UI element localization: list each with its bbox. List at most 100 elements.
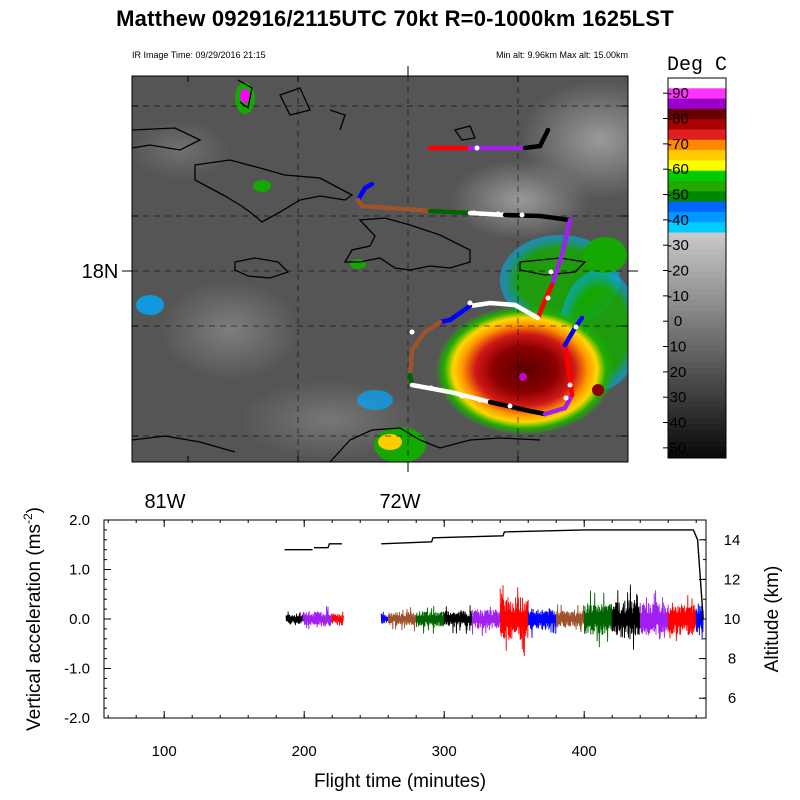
colorbar-gray-swatch <box>668 232 726 239</box>
y2-tick-label: 14 <box>724 532 741 549</box>
colorbar-gray-swatch <box>668 446 726 453</box>
colorbar-swatch <box>668 119 726 131</box>
colorbar-gray-swatch <box>668 311 726 318</box>
colorbar-swatch <box>668 98 726 110</box>
colorbar-tick-label: -90 <box>667 85 689 102</box>
acceleration-trace <box>555 604 585 633</box>
colorbar-gray-swatch <box>668 435 726 442</box>
colorbar-tick-label: -40 <box>667 212 689 229</box>
colorbar-gray-swatch <box>668 260 726 267</box>
acceleration-trace <box>667 595 697 642</box>
acceleration-trace <box>285 611 304 626</box>
lon-label-72w: 72W <box>379 491 420 513</box>
colorbar-gray-swatch <box>668 288 726 296</box>
colorbar-tick-label: -20 <box>667 263 689 280</box>
acceleration-trace <box>380 611 389 624</box>
colorbar-gray-swatch <box>668 407 726 414</box>
colorbar-swatch <box>668 191 726 203</box>
colorbar-tick-label: 40 <box>670 415 687 432</box>
x-axis-label: Flight time (minutes) <box>314 771 486 792</box>
colorbar-swatch <box>668 181 726 192</box>
y-axis-label: Vertical acceleration (ms-2) <box>21 507 45 731</box>
colorbar-swatch <box>668 160 726 172</box>
y-tick-label: 2.0 <box>69 512 90 529</box>
colorbar-gray-swatch <box>668 373 726 380</box>
colorbar-swatch <box>668 129 726 141</box>
colorbar-swatch <box>668 78 726 89</box>
ir-image-time: IR Image Time: 09/29/2016 21:15 <box>132 50 266 60</box>
colorbar-gray-swatch <box>668 452 726 459</box>
acceleration-trace <box>527 608 557 638</box>
acceleration-trace <box>387 607 417 632</box>
x-tick-label: 400 <box>572 743 597 760</box>
acceleration-trace <box>331 611 344 626</box>
coastlines <box>132 79 587 462</box>
y2-tick-label: 10 <box>724 611 741 628</box>
colorbar-gray-swatch <box>668 238 726 245</box>
colorbar-gray-swatch <box>668 356 726 363</box>
track-markers <box>409 145 579 409</box>
colorbar-gray-swatch <box>668 283 726 290</box>
x-tick-label: 200 <box>292 743 317 760</box>
colorbar-title: Deg C <box>667 54 727 77</box>
colorbar-gray-swatch <box>668 328 726 335</box>
colorbar-tick-label: 50 <box>670 440 687 457</box>
y2-tick-label: 12 <box>724 571 741 588</box>
colorbar-gray-swatch <box>668 266 726 273</box>
colorbar-gray-swatch <box>668 300 726 307</box>
altitude-line <box>314 543 342 549</box>
acceleration-trace <box>471 606 501 636</box>
colorbar-gray-swatch <box>668 255 726 262</box>
colorbar-gray-swatch <box>668 333 726 341</box>
colorbar-tick-label: 30 <box>670 389 687 406</box>
colorbar-gray-swatch <box>668 418 726 425</box>
colorbar-swatch <box>668 88 726 100</box>
colorbar-gray-swatch <box>668 277 726 284</box>
colorbar-gray-swatch <box>668 441 726 448</box>
colorbar-frame <box>667 77 727 459</box>
colorbar-tick-label: 0 <box>674 313 682 330</box>
colorbar-gray-swatch <box>668 294 726 301</box>
colorbar-tick-label: -80 <box>667 111 689 128</box>
map-frame <box>131 75 629 463</box>
colorbar-swatch <box>668 201 726 213</box>
timeseries-plot: 100 200 300 400 2.0 1.0 0.0 -1.0 -2.0 6 8 10 12 14 <box>64 512 740 760</box>
y-tick-label: 1.0 <box>69 562 90 579</box>
colorbar-gray-swatch <box>668 401 726 408</box>
y-tick-label: 0.0 <box>69 611 90 628</box>
y-tick-label: -2.0 <box>64 710 90 727</box>
acceleration-trace <box>499 585 529 657</box>
altitude-line <box>381 529 704 620</box>
y2-tick-label: 8 <box>728 651 736 668</box>
lon-label-81w: 81W <box>144 491 185 513</box>
colorbar-swatch <box>668 150 726 161</box>
y2-axis-label: Altitude (km) <box>762 566 783 673</box>
colorbar-tick-label: -50 <box>667 187 689 204</box>
colorbar-swatch <box>668 222 726 234</box>
colorbar-gray-swatch <box>668 379 726 386</box>
colorbar-swatch <box>668 170 726 182</box>
colorbar-gray-swatch <box>668 384 726 391</box>
chart-title: Matthew 092916/2115UTC 70kt R=0-1000km 1… <box>116 6 674 31</box>
colorbar-gray-swatch <box>668 271 726 279</box>
acceleration-trace <box>415 605 445 634</box>
colorbar-tick-label: -60 <box>667 161 689 178</box>
map-ticks <box>122 66 638 472</box>
x-tick-label: 300 <box>432 743 457 760</box>
acceleration-trace <box>695 603 704 641</box>
altitude-range: Min alt: 9.96km Max alt: 15.00km <box>496 50 628 60</box>
colorbar-gray-swatch <box>668 424 726 431</box>
lat-label-18n: 18N <box>82 261 119 283</box>
y-tick-label: -1.0 <box>64 661 90 678</box>
y2-tick-label: 6 <box>728 690 736 707</box>
colorbar-gray-swatch <box>668 395 726 403</box>
colorbar-gray-swatch <box>668 367 726 374</box>
colorbar-gray-swatch <box>668 322 726 329</box>
map-grid <box>132 76 628 462</box>
colorbar-swatch <box>668 139 726 151</box>
colorbar-tick-label: 10 <box>670 339 687 356</box>
colorbar-gray-swatch <box>668 317 726 324</box>
colorbar-tick-label: -10 <box>667 288 689 305</box>
colorbar-tick-label: -30 <box>667 237 689 254</box>
